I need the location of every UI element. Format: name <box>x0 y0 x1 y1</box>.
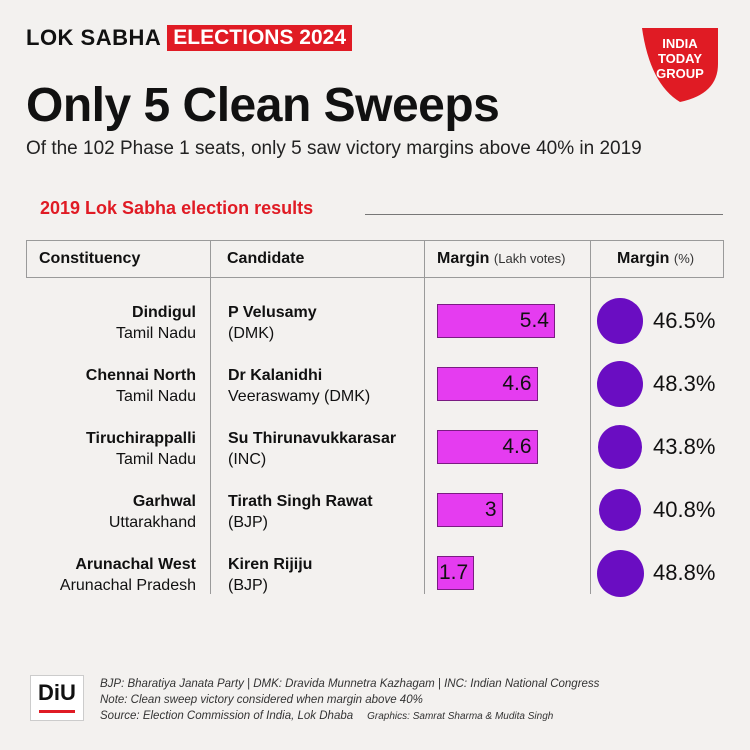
logo-line1: INDIA <box>662 36 698 51</box>
table-header: Constituency Candidate Margin (Lakh vote… <box>26 240 724 278</box>
constituency-name: Tiruchirappalli <box>86 430 196 447</box>
india-today-logo: INDIA TODAY GROUP <box>642 28 718 102</box>
constituency-cell: Garhwal Uttarakhand <box>26 491 196 533</box>
margin-circle <box>599 489 641 531</box>
constituency-state: Tamil Nadu <box>115 451 196 468</box>
constituency-cell: Arunachal West Arunachal Pradesh <box>26 554 196 596</box>
margin-pct-label: 43.8% <box>653 434 716 459</box>
constituency-state: Tamil Nadu <box>115 388 196 405</box>
margin-bar <box>437 493 503 527</box>
candidate-name: P Velusamy <box>228 304 317 321</box>
margin-circle <box>596 549 644 597</box>
section-rule <box>365 214 723 215</box>
candidate-cell: P Velusamy (DMK) <box>228 302 428 344</box>
candidate-cell: Tirath Singh Rawat (BJP) <box>228 491 428 533</box>
column-divider-3 <box>590 240 591 594</box>
constituency-cell: Chennai North Tamil Nadu <box>26 365 196 407</box>
candidate-party: (INC) <box>228 451 267 468</box>
margin-pct-label: 40.8% <box>653 497 716 522</box>
column-divider-2 <box>424 240 425 594</box>
margin-pct-label: 46.5% <box>653 308 716 333</box>
margin-bar-value: 3 <box>484 498 497 521</box>
constituency-name: Dindigul <box>132 304 196 321</box>
constituency-state: Arunachal Pradesh <box>59 577 196 594</box>
candidate-name: Kiren Rijiju <box>228 556 313 573</box>
header-candidate: Candidate <box>227 250 305 267</box>
footer-note: Note: Clean sweep victory considered whe… <box>100 694 423 706</box>
header-margin-votes-label: Margin <box>437 250 490 267</box>
margin-bar-value: 5.4 <box>519 309 549 332</box>
margin-bar <box>437 430 538 464</box>
margin-circle <box>597 298 643 344</box>
candidate-party: (BJP) <box>228 514 268 531</box>
footer-legend: BJP: Bharatiya Janata Party | DMK: Dravi… <box>100 678 600 690</box>
footer-source: Source: Election Commission of India, Lo… <box>100 710 354 722</box>
candidate-cell: Su Thirunavukkarasar (INC) <box>228 428 428 470</box>
logo-line2: TODAY <box>658 51 702 66</box>
brand-header: LOK SABHA ELECTIONS 2024 <box>26 24 353 52</box>
header-margin-votes: Margin (Lakh votes) <box>437 241 565 277</box>
margin-bar <box>437 304 555 338</box>
candidate-party: Veeraswamy (DMK) <box>228 388 371 405</box>
brand-elections-2024: ELECTIONS 2024 <box>167 25 353 51</box>
constituency-name: Arunachal West <box>75 556 196 573</box>
constituency-name: Chennai North <box>85 367 196 384</box>
diu-badge: DiU <box>30 675 84 721</box>
constituency-cell: Tiruchirappalli Tamil Nadu <box>26 428 196 470</box>
header-margin-pct: Margin (%) <box>617 241 694 277</box>
margin-bar-value: 1.7 <box>438 561 469 584</box>
constituency-name: Garhwal <box>132 493 196 510</box>
constituency-cell: Dindigul Tamil Nadu <box>26 302 196 344</box>
margin-bar-value: 4.6 <box>502 372 532 395</box>
margin-pct-label: 48.3% <box>653 371 716 396</box>
brand-lok-sabha: LOK SABHA <box>26 25 162 50</box>
candidate-party: (BJP) <box>228 577 268 594</box>
constituency-state: Uttarakhand <box>108 514 196 531</box>
margin-pct-label: 48.8% <box>653 560 716 585</box>
margin-bar-value: 4.6 <box>502 435 532 458</box>
diu-badge-text: DiU <box>38 680 76 705</box>
footer-source-line: Source: Election Commission of India, Lo… <box>100 710 553 722</box>
candidate-name: Su Thirunavukkarasar <box>228 430 397 447</box>
candidate-name: Dr Kalanidhi <box>228 367 323 384</box>
margin-circle <box>596 360 644 408</box>
page-title: Only 5 Clean Sweeps <box>26 79 500 132</box>
candidate-cell: Dr Kalanidhi Veeraswamy (DMK) <box>228 365 428 407</box>
header-margin-pct-unit: (%) <box>673 251 695 266</box>
page-subtitle: Of the 102 Phase 1 seats, only 5 saw vic… <box>26 138 642 159</box>
constituency-state: Tamil Nadu <box>115 325 196 342</box>
logo-line3: GROUP <box>656 66 704 81</box>
footer-credits: Graphics: Samrat Sharma & Mudita Singh <box>367 711 554 722</box>
candidate-party: (DMK) <box>228 325 275 342</box>
candidate-cell: Kiren Rijiju (BJP) <box>228 554 428 596</box>
column-divider-1 <box>210 240 211 594</box>
header-constituency: Constituency <box>39 250 141 267</box>
margin-circle <box>598 425 642 469</box>
margin-bar <box>437 556 475 590</box>
candidate-name: Tirath Singh Rawat <box>228 493 373 510</box>
section-title: 2019 Lok Sabha election results <box>40 198 314 218</box>
margin-bar <box>437 367 538 401</box>
header-margin-votes-unit: (Lakh votes) <box>493 251 566 266</box>
header-margin-pct-label: Margin <box>617 250 670 267</box>
